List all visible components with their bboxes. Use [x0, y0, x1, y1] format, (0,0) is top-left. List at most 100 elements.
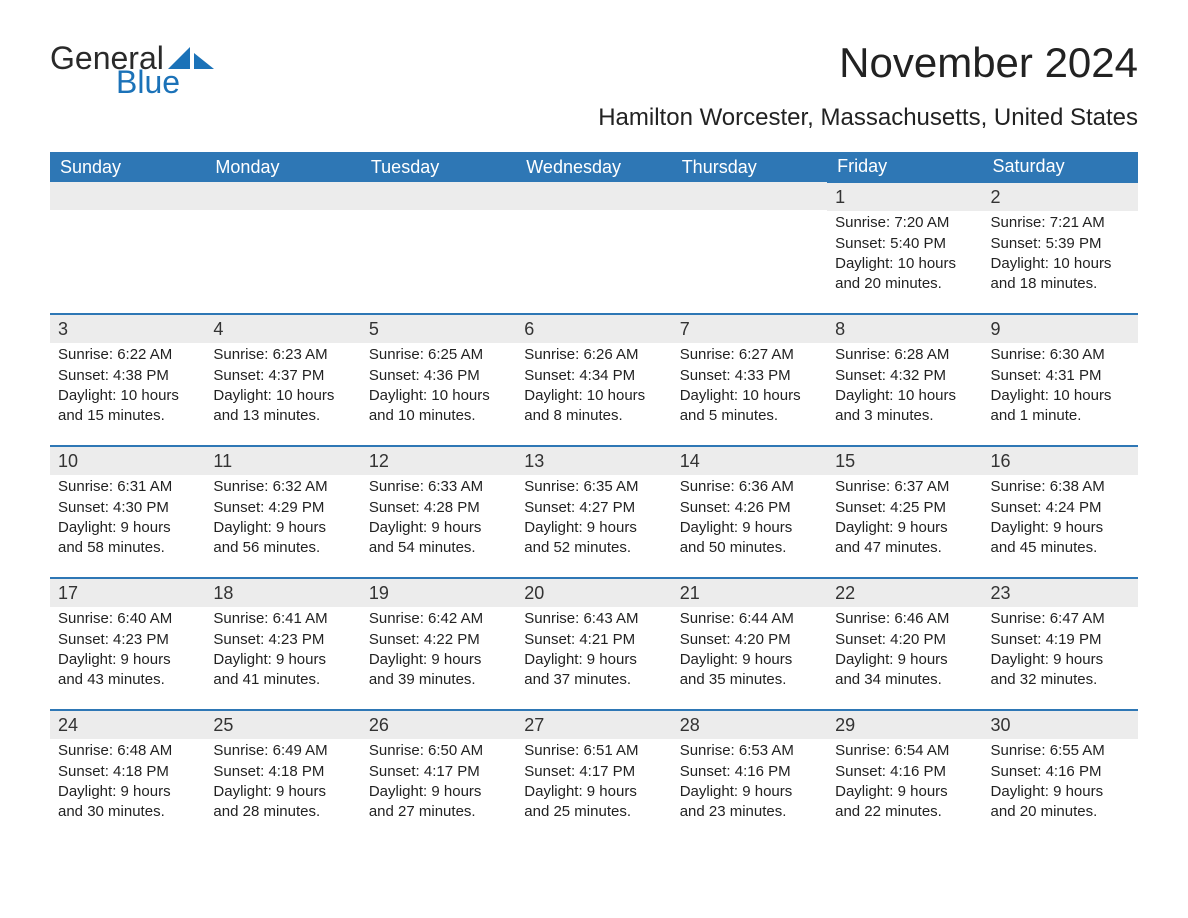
calendar-day-cell: 1Sunrise: 7:20 AMSunset: 5:40 PMDaylight… — [827, 182, 982, 314]
day-line-value: 4:17 PM — [424, 763, 480, 780]
calendar-day-cell: 23Sunrise: 6:47 AMSunset: 4:19 PMDayligh… — [983, 578, 1138, 710]
day-line-label: Sunrise: — [991, 610, 1050, 627]
day-line: Sunrise: 6:27 AM — [680, 345, 819, 365]
day-line-label: Sunrise: — [369, 742, 428, 759]
calendar-week-row: 24Sunrise: 6:48 AMSunset: 4:18 PMDayligh… — [50, 710, 1138, 841]
day-line: Daylight: 9 hours and 41 minutes. — [213, 650, 352, 691]
day-line: Daylight: 10 hours and 13 minutes. — [213, 386, 352, 427]
day-line-label: Sunset: — [58, 499, 113, 516]
day-line-label: Daylight: — [369, 651, 432, 668]
day-body: Sunrise: 6:30 AMSunset: 4:31 PMDaylight:… — [983, 343, 1138, 434]
day-number-empty — [361, 182, 516, 210]
day-line: Sunset: 4:22 PM — [369, 630, 508, 650]
day-line: Daylight: 9 hours and 32 minutes. — [991, 650, 1130, 691]
calendar-day-cell: 27Sunrise: 6:51 AMSunset: 4:17 PMDayligh… — [516, 710, 671, 841]
day-line-label: Daylight: — [991, 387, 1054, 404]
day-line: Sunrise: 6:44 AM — [680, 609, 819, 629]
day-number: 5 — [361, 315, 516, 343]
day-line-value: 4:17 PM — [579, 763, 635, 780]
day-line-value: 4:25 PM — [890, 499, 946, 516]
day-number: 16 — [983, 447, 1138, 475]
day-line: Daylight: 9 hours and 43 minutes. — [58, 650, 197, 691]
day-body: Sunrise: 7:20 AMSunset: 5:40 PMDaylight:… — [827, 211, 982, 302]
day-number: 21 — [672, 579, 827, 607]
day-line: Sunset: 4:20 PM — [680, 630, 819, 650]
day-line-label: Sunrise: — [213, 610, 272, 627]
day-line-label: Sunrise: — [369, 610, 428, 627]
day-line-label: Daylight: — [991, 783, 1054, 800]
calendar-empty-cell — [516, 182, 671, 314]
day-line-label: Sunset: — [369, 367, 424, 384]
day-line: Sunrise: 6:23 AM — [213, 345, 352, 365]
day-number: 14 — [672, 447, 827, 475]
day-line: Daylight: 9 hours and 52 minutes. — [524, 518, 663, 559]
calendar-week-row: 10Sunrise: 6:31 AMSunset: 4:30 PMDayligh… — [50, 446, 1138, 578]
day-line-value: 6:23 AM — [273, 346, 328, 363]
day-line-value: 6:33 AM — [428, 478, 483, 495]
day-line: Daylight: 9 hours and 22 minutes. — [835, 782, 974, 823]
day-line: Sunset: 4:32 PM — [835, 366, 974, 386]
day-line-value: 7:21 AM — [1050, 214, 1105, 231]
day-line: Daylight: 9 hours and 25 minutes. — [524, 782, 663, 823]
day-line: Sunrise: 6:38 AM — [991, 477, 1130, 497]
day-line: Daylight: 9 hours and 54 minutes. — [369, 518, 508, 559]
day-line-value: 6:49 AM — [273, 742, 328, 759]
day-line-label: Daylight: — [369, 783, 432, 800]
day-line: Daylight: 10 hours and 1 minute. — [991, 386, 1130, 427]
day-line-value: 6:40 AM — [117, 610, 172, 627]
day-line: Sunset: 4:30 PM — [58, 498, 197, 518]
day-line: Daylight: 9 hours and 34 minutes. — [835, 650, 974, 691]
day-line: Sunrise: 6:43 AM — [524, 609, 663, 629]
calendar-day-cell: 6Sunrise: 6:26 AMSunset: 4:34 PMDaylight… — [516, 314, 671, 446]
day-line-value: 4:29 PM — [268, 499, 324, 516]
day-body: Sunrise: 6:49 AMSunset: 4:18 PMDaylight:… — [205, 739, 360, 830]
day-number-empty — [516, 182, 671, 210]
day-line-label: Sunrise: — [524, 478, 583, 495]
day-line-label: Sunrise: — [991, 742, 1050, 759]
day-line-label: Sunset: — [524, 367, 579, 384]
day-line-label: Sunset: — [680, 367, 735, 384]
day-number: 10 — [50, 447, 205, 475]
day-line: Daylight: 10 hours and 5 minutes. — [680, 386, 819, 427]
calendar-week-row: 1Sunrise: 7:20 AMSunset: 5:40 PMDaylight… — [50, 182, 1138, 314]
day-line-label: Sunrise: — [58, 346, 117, 363]
day-body: Sunrise: 6:25 AMSunset: 4:36 PMDaylight:… — [361, 343, 516, 434]
day-body: Sunrise: 6:26 AMSunset: 4:34 PMDaylight:… — [516, 343, 671, 434]
day-line: Sunrise: 6:40 AM — [58, 609, 197, 629]
title-block: November 2024 Hamilton Worcester, Massac… — [598, 40, 1138, 132]
day-line-value: 4:30 PM — [113, 499, 169, 516]
day-line-label: Daylight: — [213, 651, 276, 668]
day-line-label: Sunset: — [369, 763, 424, 780]
calendar-day-cell: 13Sunrise: 6:35 AMSunset: 4:27 PMDayligh… — [516, 446, 671, 578]
day-line-value: 4:26 PM — [735, 499, 791, 516]
day-line: Daylight: 9 hours and 45 minutes. — [991, 518, 1130, 559]
calendar-day-cell: 25Sunrise: 6:49 AMSunset: 4:18 PMDayligh… — [205, 710, 360, 841]
calendar-day-cell: 14Sunrise: 6:36 AMSunset: 4:26 PMDayligh… — [672, 446, 827, 578]
day-line-label: Daylight: — [680, 519, 743, 536]
day-line: Sunset: 4:20 PM — [835, 630, 974, 650]
calendar-day-cell: 4Sunrise: 6:23 AMSunset: 4:37 PMDaylight… — [205, 314, 360, 446]
day-line-value: 6:22 AM — [117, 346, 172, 363]
day-body: Sunrise: 6:22 AMSunset: 4:38 PMDaylight:… — [50, 343, 205, 434]
day-line-value: 4:37 PM — [268, 367, 324, 384]
logo: General Blue — [50, 40, 216, 98]
day-line: Sunset: 4:17 PM — [369, 762, 508, 782]
day-line: Sunrise: 7:21 AM — [991, 213, 1130, 233]
day-line-label: Sunset: — [58, 367, 113, 384]
day-line: Daylight: 10 hours and 10 minutes. — [369, 386, 508, 427]
day-line-value: 4:32 PM — [890, 367, 946, 384]
day-line: Sunset: 4:28 PM — [369, 498, 508, 518]
day-line: Sunrise: 6:47 AM — [991, 609, 1130, 629]
day-line: Sunrise: 6:28 AM — [835, 345, 974, 365]
day-body: Sunrise: 6:53 AMSunset: 4:16 PMDaylight:… — [672, 739, 827, 830]
calendar-day-cell: 26Sunrise: 6:50 AMSunset: 4:17 PMDayligh… — [361, 710, 516, 841]
calendar-day-cell: 21Sunrise: 6:44 AMSunset: 4:20 PMDayligh… — [672, 578, 827, 710]
day-body: Sunrise: 6:32 AMSunset: 4:29 PMDaylight:… — [205, 475, 360, 566]
day-line-label: Daylight: — [835, 783, 898, 800]
day-line-label: Daylight: — [58, 783, 121, 800]
weekday-header: Sunday — [50, 152, 205, 182]
day-line-label: Sunrise: — [213, 478, 272, 495]
day-line-value: 6:55 AM — [1050, 742, 1105, 759]
day-line-label: Sunrise: — [680, 742, 739, 759]
day-number: 2 — [983, 183, 1138, 211]
